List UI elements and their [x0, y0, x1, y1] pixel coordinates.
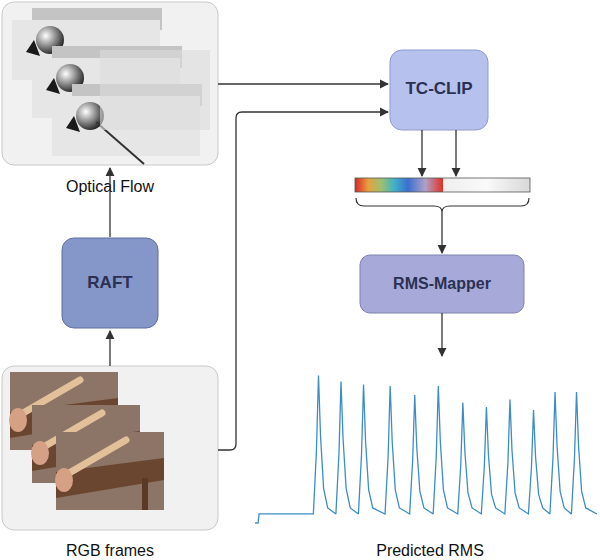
svg-text:Predicted RMS: Predicted RMS [376, 542, 484, 559]
svg-text:TC-CLIP: TC-CLIP [405, 79, 472, 98]
svg-text:RMS-Mapper: RMS-Mapper [393, 275, 491, 292]
svg-text:RAFT: RAFT [87, 273, 133, 292]
svg-text:Optical Flow: Optical Flow [66, 178, 154, 196]
svg-text:RGB frames: RGB frames [66, 542, 154, 559]
